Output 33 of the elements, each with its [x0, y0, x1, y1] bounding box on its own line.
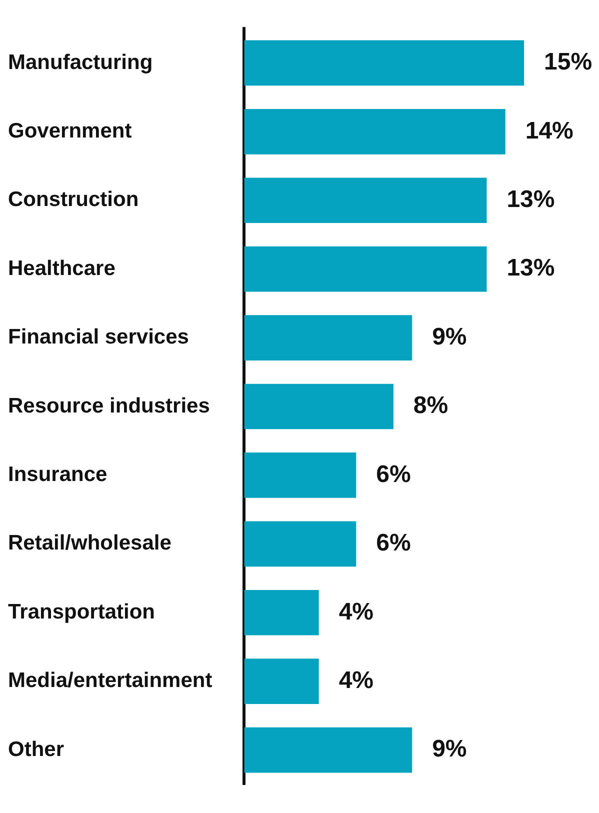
y-tick-label: Media/entertainment — [8, 669, 212, 692]
data-label: 14% — [525, 117, 574, 144]
bar — [244, 108, 506, 154]
y-tick-label: Healthcare — [8, 256, 116, 280]
y-tick-label: Insurance — [8, 463, 108, 486]
bar — [244, 178, 487, 224]
bar — [244, 384, 394, 430]
bar — [244, 727, 412, 773]
data-label: 9% — [432, 323, 467, 350]
y-tick-label: Government — [8, 119, 132, 142]
y-tick-label: Financial services — [8, 326, 189, 349]
bar — [244, 315, 412, 360]
bar — [244, 452, 356, 498]
bar — [244, 521, 356, 567]
y-tick-label: Retail/wholesale — [8, 532, 172, 555]
data-label: 4% — [338, 666, 374, 694]
data-label: 15% — [544, 48, 592, 76]
data-label: 13% — [506, 186, 555, 213]
data-label: 8% — [413, 392, 448, 420]
bar — [244, 246, 487, 292]
data-label: 6% — [376, 460, 411, 488]
bar — [244, 40, 524, 86]
bar — [244, 658, 319, 704]
data-label: 6% — [376, 530, 411, 557]
data-label: 4% — [338, 598, 374, 626]
data-label: 9% — [432, 736, 467, 763]
y-tick-label: Manufacturing — [8, 50, 153, 74]
y-tick-label: Resource industries — [8, 394, 210, 418]
y-tick-label: Other — [8, 738, 64, 761]
y-tick-label: Construction — [8, 188, 139, 212]
y-tick-label: Transportation — [8, 600, 156, 624]
data-label: 13% — [506, 254, 555, 282]
bar — [244, 590, 319, 636]
